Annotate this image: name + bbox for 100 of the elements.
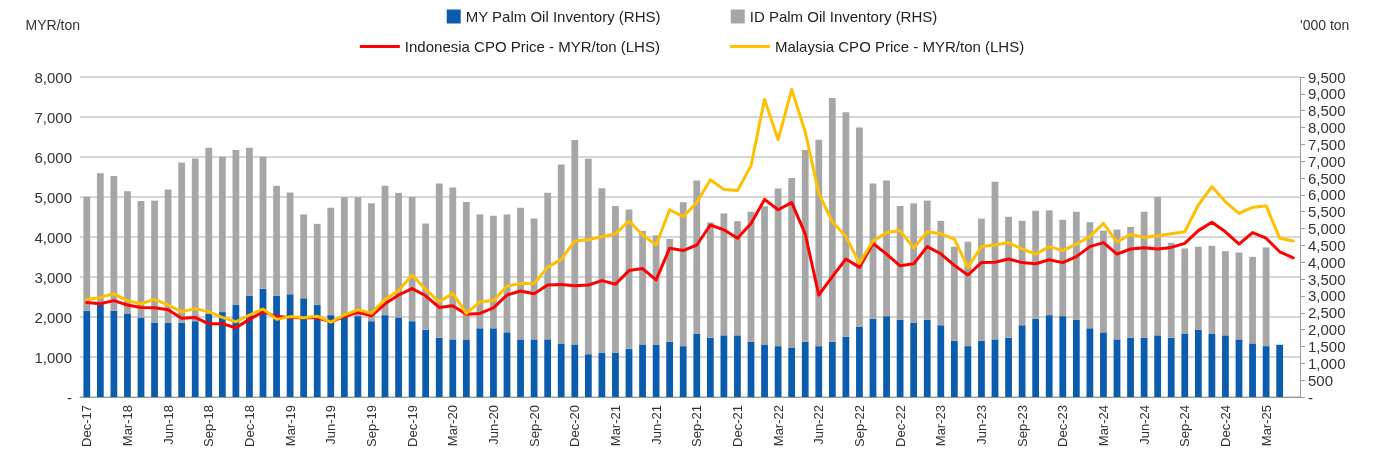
bar xyxy=(395,192,402,318)
bar xyxy=(978,340,985,397)
bar xyxy=(83,196,91,311)
x-tick-label: Dec-23 xyxy=(1055,405,1071,447)
bar xyxy=(408,196,416,322)
legend-label: ID Palm Oil Inventory (RHS) xyxy=(749,8,938,25)
bar xyxy=(706,337,714,397)
bar xyxy=(178,322,186,397)
y2-tick-label: 6,000 xyxy=(1308,186,1346,204)
bar xyxy=(584,158,592,355)
bar xyxy=(788,347,796,397)
bar xyxy=(1249,343,1256,397)
x-tick-label: Dec-22 xyxy=(892,405,908,447)
bar xyxy=(449,339,457,397)
bar xyxy=(544,192,552,340)
bar xyxy=(462,201,470,340)
bar xyxy=(1181,334,1189,397)
x-tick-label: Sep-21 xyxy=(689,405,705,447)
bar xyxy=(1276,344,1284,397)
y2-tick-label: 2,000 xyxy=(1308,321,1346,339)
bar xyxy=(801,341,809,397)
line-series xyxy=(85,197,1295,330)
bar xyxy=(435,183,443,338)
bar xyxy=(950,246,958,341)
y2-tick-label: 3,500 xyxy=(1308,270,1346,288)
x-tick-label: Mar-25 xyxy=(1258,405,1274,447)
x-tick-label: Mar-22 xyxy=(770,405,786,447)
bar xyxy=(1222,335,1229,397)
legend-label: Malaysia CPO Price - MYR/ton (LHS) xyxy=(774,38,1025,55)
bar xyxy=(1127,337,1134,397)
bar xyxy=(923,319,931,397)
bar xyxy=(923,200,931,320)
y2-tick-label: 4,000 xyxy=(1308,253,1346,271)
bar xyxy=(1005,337,1012,397)
bar xyxy=(530,218,538,340)
y-tick-label: 5,000 xyxy=(34,188,72,206)
bar xyxy=(652,344,660,397)
bar xyxy=(1140,211,1148,338)
bar xyxy=(530,339,538,397)
y2-tick-label: 8,000 xyxy=(1308,119,1346,137)
bar xyxy=(191,158,199,322)
x-tick-label: Mar-24 xyxy=(1095,405,1111,447)
bar xyxy=(368,203,375,322)
y2-tick-label: - xyxy=(1308,388,1313,406)
bar xyxy=(1222,251,1229,336)
bar xyxy=(1032,210,1040,319)
bar xyxy=(693,180,701,335)
bar xyxy=(910,322,918,397)
y-tick-label: 2,000 xyxy=(34,308,72,326)
bar xyxy=(734,221,741,336)
bar xyxy=(828,97,836,342)
bar xyxy=(774,188,782,347)
bar xyxy=(1167,242,1175,338)
x-tick-label: Jun-22 xyxy=(811,405,827,445)
bar xyxy=(761,344,768,397)
bar xyxy=(151,200,158,323)
y-tick-label: 3,000 xyxy=(34,268,72,286)
y2-tick-label: 4,500 xyxy=(1308,236,1346,254)
bar xyxy=(205,313,213,397)
x-tick-label: Sep-23 xyxy=(1014,405,1030,447)
x-tick-label: Jun-24 xyxy=(1136,405,1152,445)
bar xyxy=(313,305,321,397)
bar xyxy=(422,329,430,397)
bar xyxy=(327,207,335,316)
bar xyxy=(1059,219,1067,317)
x-tick-label: Sep-19 xyxy=(363,405,379,447)
y2-tick-label: 1,000 xyxy=(1308,354,1346,372)
x-tick-label: Jun-20 xyxy=(485,405,501,445)
bar xyxy=(1154,196,1162,336)
bar xyxy=(205,147,213,314)
bar xyxy=(164,322,172,397)
bar xyxy=(950,340,958,397)
bar xyxy=(679,346,687,397)
bar xyxy=(1127,226,1134,338)
y-tick-label: 4,000 xyxy=(34,228,72,246)
x-tick-label: Dec-19 xyxy=(404,405,420,447)
bar xyxy=(639,344,646,397)
bar xyxy=(734,335,741,397)
bar xyxy=(435,337,443,397)
bar xyxy=(96,304,104,397)
bar xyxy=(706,222,714,338)
bar xyxy=(422,223,430,330)
bar xyxy=(856,326,863,397)
bar xyxy=(774,346,782,397)
bar xyxy=(286,192,294,295)
x-tick-label: Mar-19 xyxy=(282,405,298,447)
x-tick-label: Dec-21 xyxy=(729,405,745,447)
y2-tick-label: 5,500 xyxy=(1308,203,1346,221)
y2-tick-label: 9,000 xyxy=(1308,85,1346,103)
bar xyxy=(1018,325,1026,397)
bar xyxy=(1072,319,1080,397)
bar xyxy=(218,156,226,313)
y2-tick-label: 5,000 xyxy=(1308,220,1346,238)
bar xyxy=(883,180,890,317)
bar xyxy=(1262,346,1270,397)
bar xyxy=(191,321,199,397)
bar xyxy=(788,178,796,348)
bar xyxy=(801,150,809,342)
bar xyxy=(1005,216,1012,338)
bar xyxy=(544,339,552,397)
